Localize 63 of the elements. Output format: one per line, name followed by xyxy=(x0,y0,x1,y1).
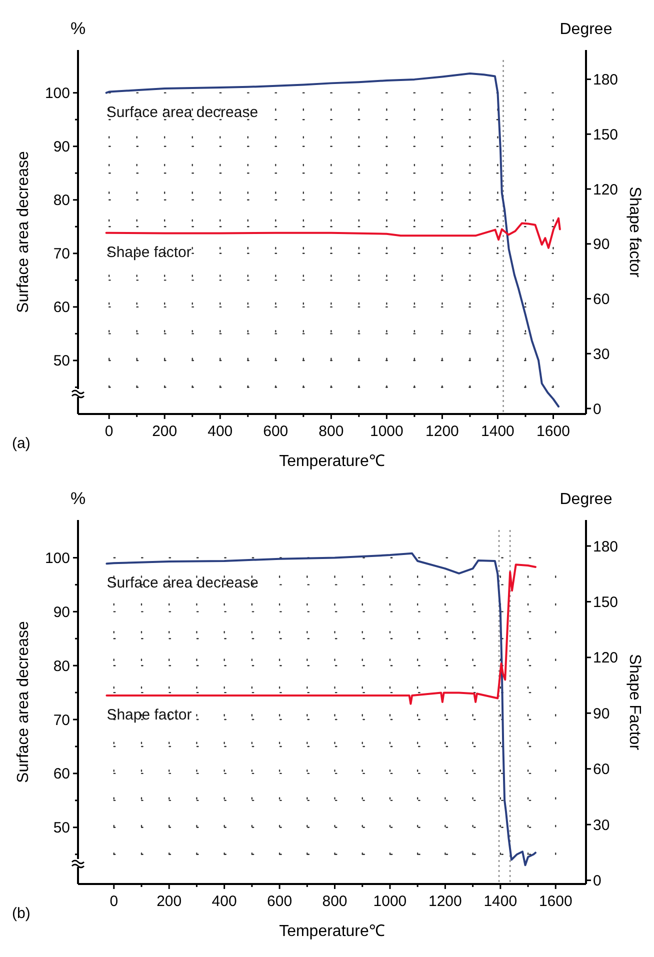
y-tick-label: 90 xyxy=(53,138,70,156)
y-axis-title: Surface area decrease xyxy=(15,150,32,313)
y2-tick-label: 150 xyxy=(593,126,618,144)
x-tick-label: 1200 xyxy=(426,423,459,440)
y-tick-label: 70 xyxy=(53,246,70,263)
x-axis-title: Temperature℃ xyxy=(279,923,385,940)
text: Degree xyxy=(560,491,612,508)
x-tick-label: 800 xyxy=(322,893,348,910)
text: % xyxy=(70,489,86,508)
y2-tick-label: 150 xyxy=(593,594,618,611)
text: (a) xyxy=(12,435,30,452)
y-tick-label: 100 xyxy=(44,550,70,567)
x-tick-label: 1600 xyxy=(536,423,570,440)
y-tick-label: 60 xyxy=(53,299,70,316)
y-tick-label: 60 xyxy=(53,766,70,783)
y2-tick-label: 90 xyxy=(593,236,610,254)
text: % xyxy=(70,19,86,38)
x-tick-label: 1400 xyxy=(484,893,518,910)
x-tick-label: 1600 xyxy=(538,893,572,910)
y2-tick-label: 120 xyxy=(593,650,618,667)
y-tick-label: 100 xyxy=(44,85,70,102)
y2-tick-label: 30 xyxy=(593,346,610,363)
line-series xyxy=(105,72,560,408)
y2-axis-title: Shape factor xyxy=(626,186,643,278)
line-series xyxy=(106,564,536,705)
y2-tick-label: 180 xyxy=(593,72,618,89)
x-tick-label: 0 xyxy=(104,423,114,440)
y2-tick-label: 0 xyxy=(593,872,602,890)
x-tick-label: 1000 xyxy=(373,893,407,910)
line-series xyxy=(106,552,536,866)
x-tick-label: 1200 xyxy=(428,893,462,910)
series-label: Shape factor xyxy=(106,706,192,724)
series-label: Shape factor xyxy=(106,244,192,261)
y-tick-label: 90 xyxy=(53,604,70,621)
y-tick-label: 50 xyxy=(53,820,70,837)
x-tick-label: 400 xyxy=(208,423,233,440)
y-tick-label: 50 xyxy=(53,352,70,370)
x-tick-label: 800 xyxy=(318,423,344,440)
x-tick-label: 400 xyxy=(212,893,237,910)
y-axis-title: Surface area decrease xyxy=(15,620,32,783)
text: (b) xyxy=(12,905,30,922)
y2-tick-label: 180 xyxy=(593,538,618,556)
y2-tick-label: 120 xyxy=(593,181,618,198)
x-axis-title: Temperature℃ xyxy=(279,453,385,470)
x-tick-label: 600 xyxy=(267,893,292,910)
y-tick-label: 80 xyxy=(53,658,70,675)
x-tick-label: 200 xyxy=(152,423,178,440)
text: Degree xyxy=(560,21,612,38)
x-tick-label: 1000 xyxy=(370,423,404,440)
series-label: Surface area decrease xyxy=(106,104,258,121)
y2-tick-label: 90 xyxy=(593,705,610,722)
series-label: Surface area decrease xyxy=(106,574,258,592)
y2-tick-label: 60 xyxy=(593,761,610,778)
y2-tick-label: 60 xyxy=(593,291,610,308)
x-tick-label: 1400 xyxy=(481,423,514,440)
y2-axis-title: Shape Factor xyxy=(626,654,643,751)
x-tick-label: 600 xyxy=(263,423,288,440)
y2-tick-label: 0 xyxy=(593,400,602,418)
x-tick-label: 0 xyxy=(110,893,118,910)
x-tick-label: 200 xyxy=(156,893,182,910)
y2-tick-label: 30 xyxy=(593,816,610,834)
y-tick-label: 70 xyxy=(53,712,70,729)
y-tick-label: 80 xyxy=(53,192,70,210)
